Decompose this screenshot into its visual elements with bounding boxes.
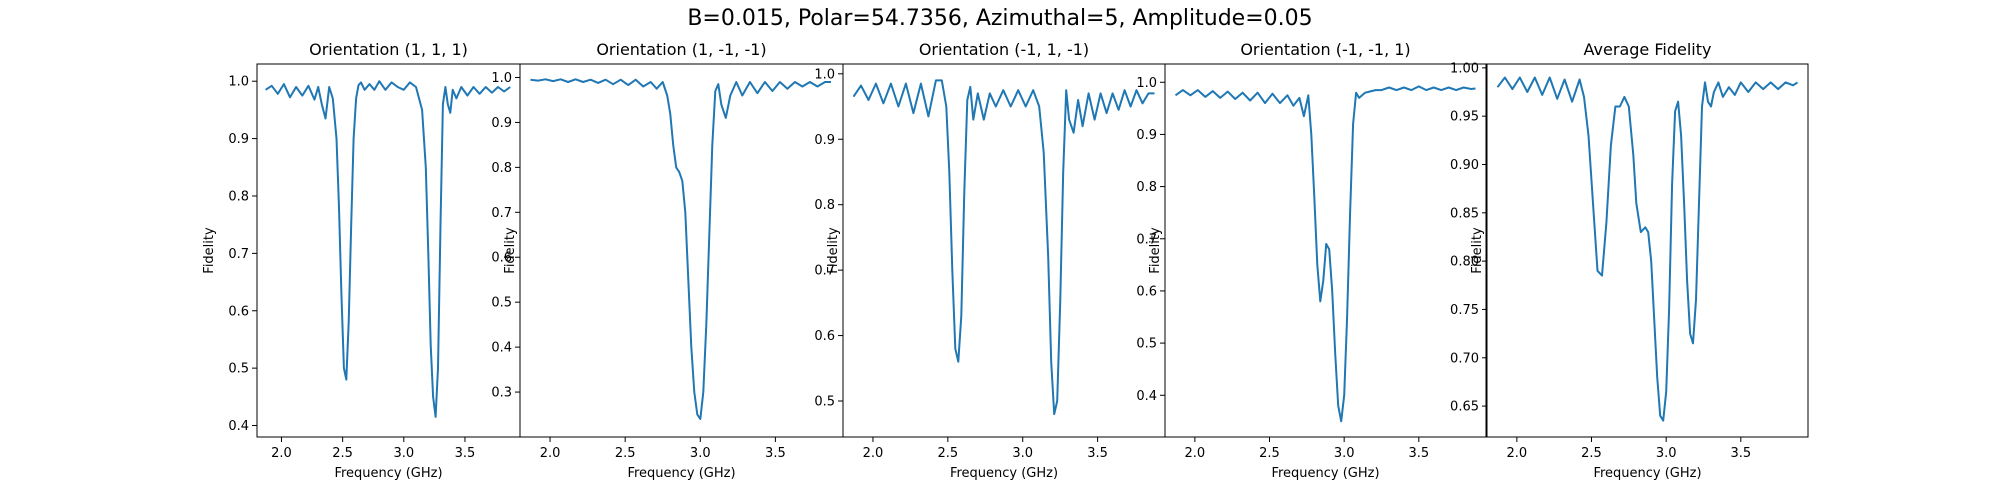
x-tick-label: 2.0: [1507, 446, 1528, 461]
axes-frame: [1486, 63, 1809, 438]
y-tick-label: 0.8: [491, 161, 512, 176]
y-tick-label: 0.65: [1450, 400, 1479, 415]
y-tick-label: 0.4: [228, 419, 249, 434]
subplot-3: Orientation (-1, 1, -1) 2.0 2.5 3.0 3.5 0.5 0.…: [814, 40, 1166, 481]
y-tick-label: 0.5: [228, 362, 249, 377]
series-line: [852, 79, 1155, 416]
x-axis-label: Frequency (GHz): [334, 466, 442, 481]
subplot-title: Orientation (-1, 1, -1): [919, 40, 1089, 59]
y-tick-label: 0.9: [491, 116, 512, 131]
y-tick-label: 0.95: [1450, 110, 1479, 125]
y-tick-label: 0.7: [1136, 232, 1157, 247]
x-tick-label: 2.0: [540, 446, 561, 461]
y-tick-label: 0.70: [1450, 351, 1479, 366]
y-axis-label: Fidelity: [1148, 227, 1163, 274]
y-tick-label: 0.7: [491, 206, 512, 221]
y-tick-label: 0.6: [1136, 284, 1157, 299]
x-tick-label: 3.5: [455, 446, 476, 461]
x-tick-label: 2.5: [937, 446, 958, 461]
figure-suptitle: B=0.015, Polar=54.7356, Azimuthal=5, Amp…: [687, 6, 1313, 31]
x-tick-label: 2.0: [1185, 446, 1206, 461]
x-tick-label: 3.0: [690, 446, 711, 461]
subplot-title: Orientation (1, 1, 1): [309, 40, 468, 59]
subplot-1: Orientation (1, 1, 1) 2.0 2.5 3.0 3.5 0.4 0.5 0…: [202, 40, 521, 481]
y-tick-label: 0.9: [1136, 128, 1157, 143]
y-axis-label: Fidelity: [202, 227, 217, 274]
y-tick-label: 0.6: [491, 251, 512, 266]
y-tick-label: 0.8: [814, 198, 835, 213]
y-axis-label: Fidelity: [1470, 227, 1485, 274]
series-line: [1174, 85, 1476, 423]
x-tick-label: 2.5: [1259, 446, 1280, 461]
axes-frame: [256, 63, 521, 438]
x-tick-label: 3.0: [1334, 446, 1355, 461]
x-tick-label: 2.0: [271, 446, 292, 461]
y-tick-label: 1.0: [228, 75, 249, 90]
x-tick-label: 3.5: [1730, 446, 1751, 461]
x-tick-label: 3.5: [1408, 446, 1429, 461]
x-axis-label: Frequency (GHz): [1593, 466, 1701, 481]
y-tick-label: 0.90: [1450, 158, 1479, 173]
x-tick-label: 2.0: [863, 446, 884, 461]
y-tick-label: 0.85: [1450, 206, 1479, 221]
subplot-title: Orientation (-1, -1, 1): [1240, 40, 1410, 59]
x-tick-label: 2.5: [615, 446, 636, 461]
x-axis-label: Frequency (GHz): [950, 466, 1058, 481]
x-tick-label: 3.0: [1012, 446, 1033, 461]
subplot-title: Orientation (1, -1, -1): [596, 40, 766, 59]
x-tick-label: 3.0: [1656, 446, 1677, 461]
x-tick-label: 2.5: [332, 446, 353, 461]
y-tick-label: 0.9: [814, 133, 835, 148]
y-tick-label: 0.75: [1450, 303, 1479, 318]
x-tick-label: 2.5: [1581, 446, 1602, 461]
y-tick-label: 0.6: [814, 329, 835, 344]
x-tick-label: 3.5: [1087, 446, 1108, 461]
x-axis-label: Frequency (GHz): [1271, 466, 1379, 481]
y-tick-label: 1.00: [1450, 61, 1479, 76]
y-tick-label: 0.80: [1450, 255, 1479, 270]
axes-frame: [1164, 63, 1487, 438]
axes-frame: [842, 63, 1166, 438]
y-tick-label: 0.8: [228, 189, 249, 204]
subplot-5: Average Fidelity 2.0 2.5 3.0 3.5 0.65 0.70 0.75…: [1450, 40, 1809, 481]
x-tick-label: 3.0: [393, 446, 414, 461]
y-tick-label: 0.7: [228, 247, 249, 262]
y-tick-label: 1.0: [1136, 76, 1157, 91]
y-tick-label: 1.0: [814, 67, 835, 82]
axes-frame: [519, 63, 844, 438]
series-line: [1496, 76, 1799, 422]
y-tick-label: 1.0: [491, 71, 512, 86]
y-tick-label: 0.3: [491, 386, 512, 401]
series-line: [530, 78, 831, 420]
subplot-title: Average Fidelity: [1584, 40, 1712, 59]
y-tick-label: 0.5: [814, 395, 835, 410]
series-line: [265, 80, 511, 418]
subplot-2: Orientation (1, -1, -1) 2.0 2.5 3.0 3.5 0.3 0.…: [491, 40, 844, 481]
y-tick-label: 0.5: [1136, 337, 1157, 352]
y-tick-label: 0.5: [491, 296, 512, 311]
y-tick-label: 0.6: [228, 304, 249, 319]
y-tick-label: 0.4: [491, 341, 512, 356]
y-axis-label: Fidelity: [826, 227, 841, 274]
y-tick-label: 0.4: [1136, 389, 1157, 404]
y-tick-label: 0.9: [228, 132, 249, 147]
x-tick-label: 3.5: [765, 446, 786, 461]
y-tick-label: 0.7: [814, 264, 835, 279]
subplot-4: Orientation (-1, -1, 1) 2.0 2.5 3.0 3.5 0.4 0.…: [1136, 40, 1487, 481]
y-axis-label: Fidelity: [503, 227, 518, 274]
x-axis-label: Frequency (GHz): [627, 466, 735, 481]
y-tick-label: 0.8: [1136, 180, 1157, 195]
